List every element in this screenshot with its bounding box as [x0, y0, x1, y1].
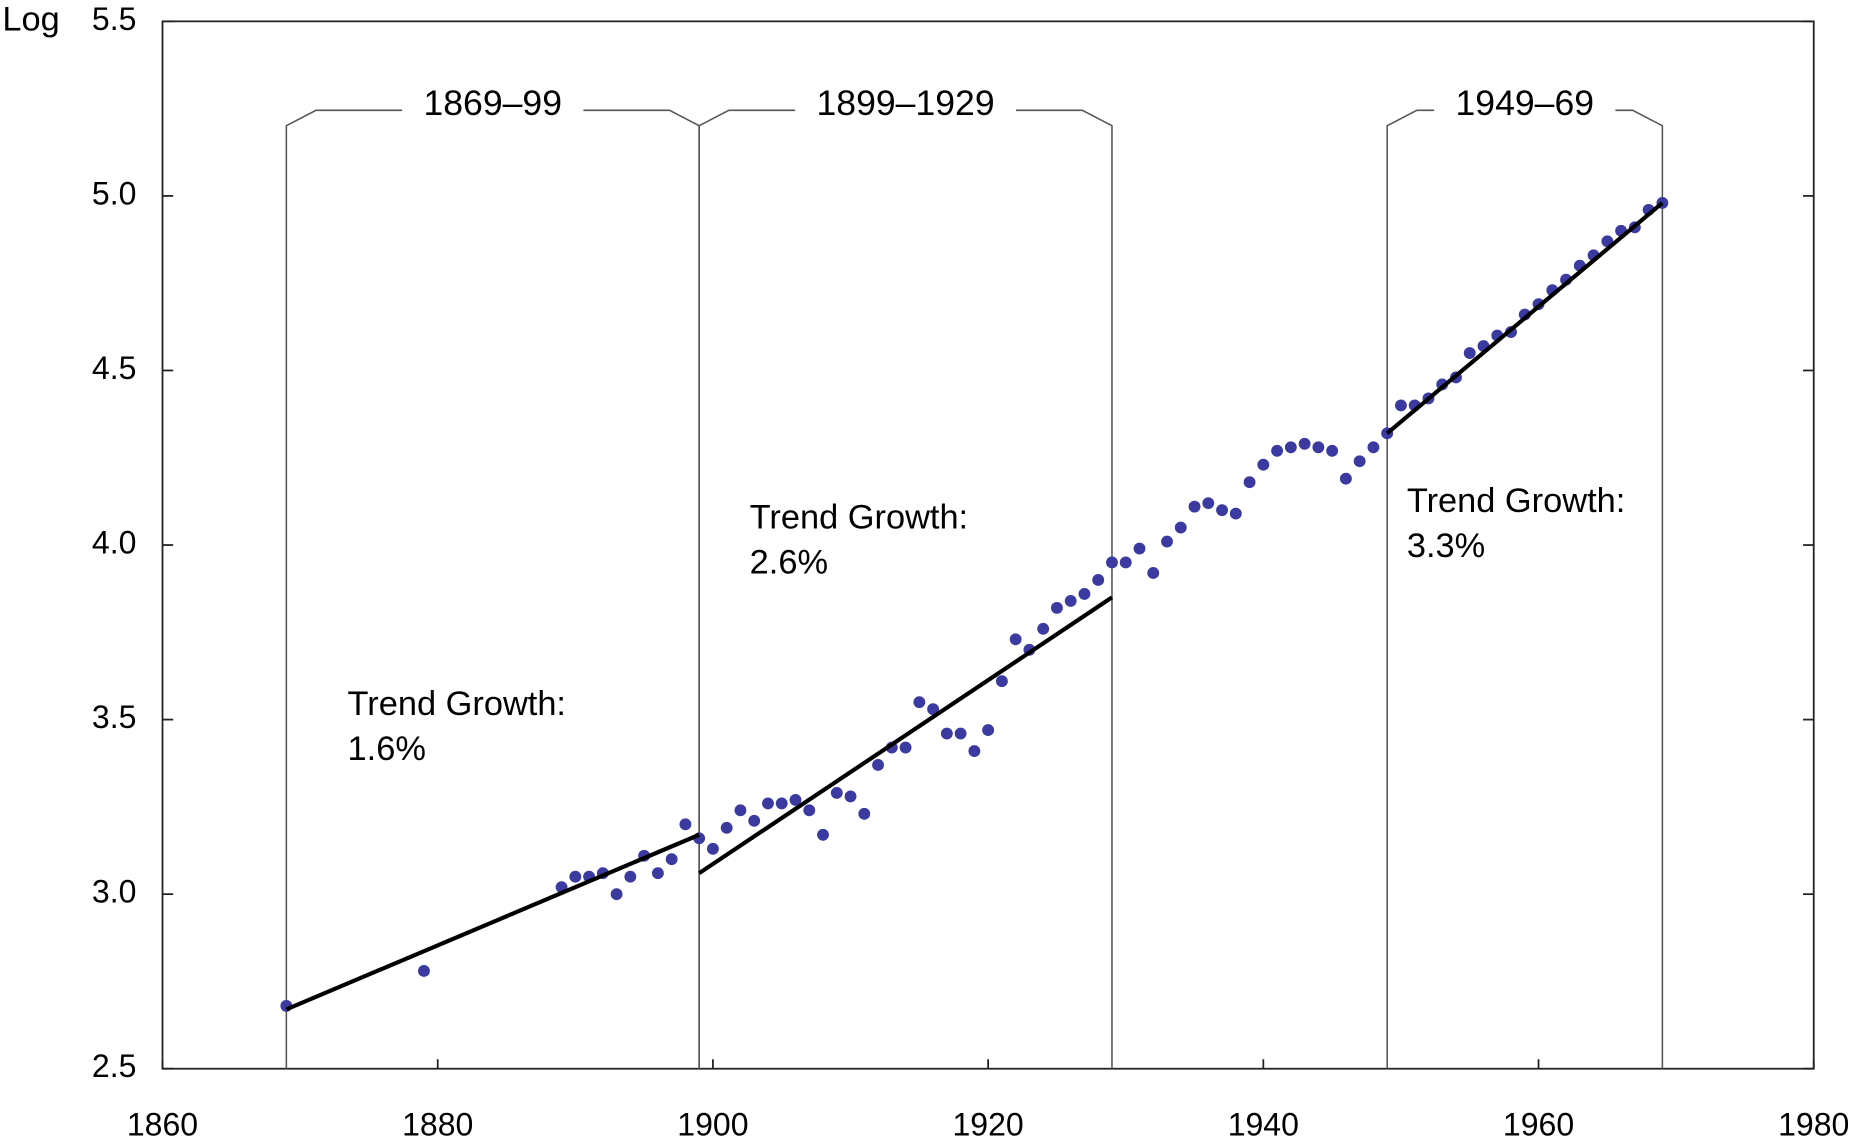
data-point: [610, 888, 623, 901]
data-point: [927, 703, 940, 716]
data-point: [775, 797, 788, 810]
period-bracket: [1386, 109, 1664, 1069]
x-tick-label: 1900: [677, 1106, 748, 1142]
data-point: [762, 797, 774, 810]
data-point: [1395, 399, 1407, 412]
data-point: [1050, 601, 1063, 614]
trend-annotation: Trend Growth:: [348, 685, 566, 723]
data-point: [1174, 521, 1187, 534]
data-point: [954, 727, 967, 740]
y-tick-label: 4.5: [92, 350, 137, 386]
data-point: [1298, 437, 1311, 450]
x-tick-label: 1880: [402, 1106, 473, 1142]
data-point: [1092, 574, 1105, 586]
data-point: [1202, 497, 1215, 510]
data-point: [1161, 535, 1173, 548]
period-bracket: [698, 109, 1113, 1069]
trend-annotation: Trend Growth:: [750, 499, 968, 537]
data-point: [982, 724, 995, 736]
data-point: [1284, 441, 1297, 454]
trend-annotation: 3.3%: [1407, 527, 1485, 565]
y-tick-label: 2.5: [92, 1048, 137, 1084]
data-point: [734, 804, 747, 817]
data-point: [940, 727, 953, 740]
trend-line: [1385, 201, 1664, 435]
trend-annotation: Trend Growth:: [1407, 482, 1625, 520]
data-point: [968, 745, 981, 757]
data-point: [1326, 444, 1339, 457]
data-point: [1312, 441, 1325, 454]
x-tick-label: 1860: [127, 1106, 198, 1142]
data-point: [679, 818, 692, 831]
data-point: [1188, 500, 1201, 513]
data-point: [872, 759, 884, 771]
period-label: 1949–69: [1456, 83, 1595, 123]
y-axis-label: Log: [2, 0, 59, 38]
data-point: [748, 814, 761, 827]
data-point: [1106, 556, 1118, 569]
period-label: 1899–1929: [817, 83, 995, 123]
data-point: [1353, 455, 1366, 468]
data-point: [1463, 347, 1476, 359]
data-point: [817, 828, 829, 841]
data-point: [418, 965, 430, 977]
data-point: [830, 786, 843, 799]
trend-line: [285, 832, 700, 1012]
y-tick-label: 3.5: [92, 699, 137, 735]
data-point: [1271, 444, 1284, 457]
data-point: [665, 853, 678, 866]
data-point: [995, 675, 1008, 688]
x-tick-label: 1920: [953, 1106, 1024, 1142]
trend-annotation: 2.6%: [750, 544, 828, 582]
x-tick-label: 1960: [1503, 1106, 1574, 1142]
data-point: [1229, 507, 1242, 520]
y-tick-label: 3.0: [92, 874, 137, 910]
data-point: [1216, 504, 1228, 517]
data-point: [720, 821, 733, 834]
data-point: [899, 741, 912, 754]
data-point: [1037, 622, 1050, 635]
trend-annotation: 1.6%: [348, 730, 426, 768]
data-point: [1009, 633, 1022, 646]
period-bracket: [285, 109, 700, 1069]
data-point: [858, 807, 871, 820]
data-point: [803, 804, 816, 817]
data-point: [789, 793, 802, 806]
data-point: [1339, 472, 1352, 485]
data-point: [913, 696, 926, 709]
data-point: [706, 842, 719, 855]
period-label: 1869–99: [423, 83, 562, 123]
x-tick-label: 1980: [1778, 1106, 1849, 1142]
y-tick-label: 4.0: [92, 524, 137, 560]
data-point: [1119, 556, 1132, 569]
data-point: [1147, 567, 1160, 579]
data-point: [844, 790, 857, 803]
x-tick-label: 1940: [1228, 1106, 1299, 1142]
y-tick-label: 5.0: [92, 175, 137, 211]
y-tick-label: 5.5: [92, 1, 137, 37]
data-point: [1064, 594, 1077, 607]
trend-line: [698, 595, 1114, 875]
data-point: [1243, 476, 1256, 489]
data-point: [1078, 587, 1091, 600]
data-point: [1257, 458, 1270, 471]
data-point: [1367, 441, 1380, 454]
data-point: [651, 867, 664, 880]
data-point: [1133, 542, 1146, 555]
data-point: [624, 870, 637, 883]
plot-frame: [161, 20, 1815, 1070]
data-point: [569, 870, 582, 883]
